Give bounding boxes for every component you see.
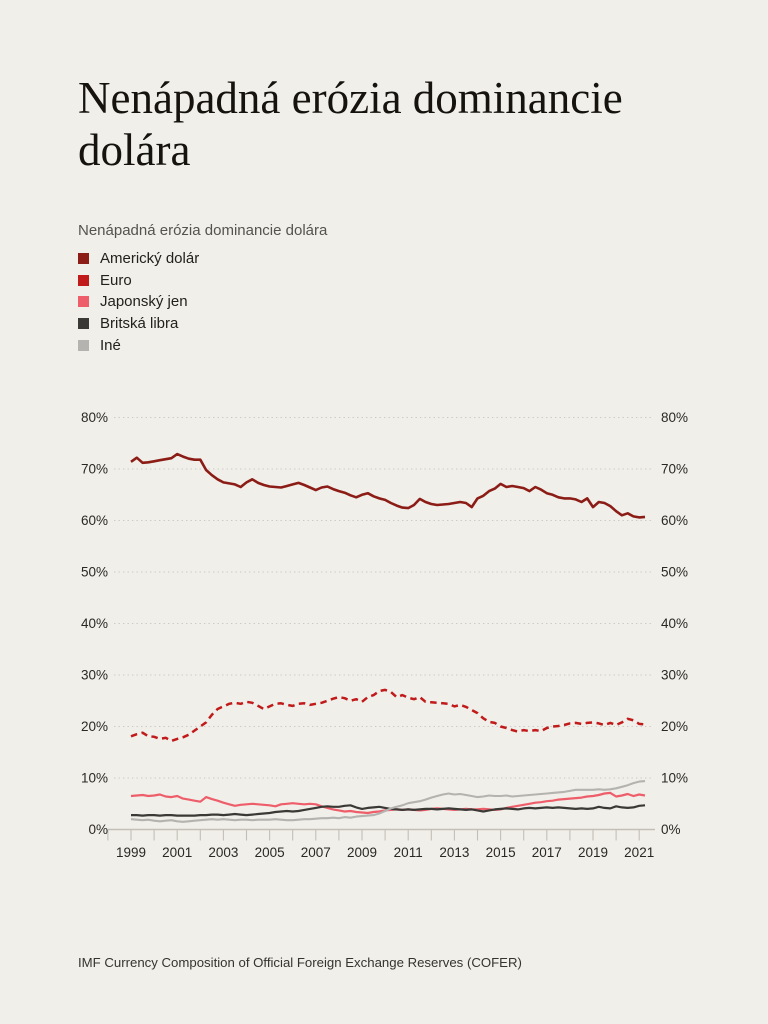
legend-item-eur: Euro: [78, 270, 327, 292]
legend-item-gbp: Britská libra: [78, 313, 327, 335]
legend-items: Americký dolár Euro Japonský jen Britská li…: [78, 248, 327, 356]
x-axis: [107, 828, 655, 841]
x-label-2001: 2001: [162, 845, 192, 860]
legend-label-usd: Americký dolár: [100, 250, 200, 268]
y-label-left-80: 80%: [81, 410, 108, 425]
y-label-right-60: 60%: [661, 513, 688, 528]
y-label-left-10: 10%: [81, 771, 108, 786]
x-label-2011: 2011: [394, 845, 423, 860]
x-label-2009: 2009: [347, 845, 377, 860]
y-label-left-40: 40%: [81, 616, 108, 631]
x-label-2005: 2005: [255, 845, 285, 860]
x-label-2007: 2007: [301, 845, 331, 860]
x-axis-labels: 1999 2001 2003 2005 2007 2009 2011 2013 2015 2017…: [116, 845, 654, 860]
y-label-left-30: 30%: [81, 668, 108, 683]
y-axis-labels: 0% 0% 10% 10% 20% 20% 30% 30% 40% 40% 50% 50% 60% 60%…: [81, 410, 688, 837]
legend-item-usd: Americký dolár: [78, 248, 327, 270]
y-label-right-40: 40%: [661, 616, 688, 631]
x-label-2003: 2003: [208, 845, 238, 860]
y-label-left-50: 50%: [81, 565, 108, 580]
gridlines: [114, 416, 653, 779]
y-label-right-30: 30%: [661, 668, 688, 683]
chart-legend: Nenápadná erózia dominancie dolára Ameri…: [78, 222, 327, 356]
series-lines: [130, 452, 646, 823]
legend-swatch-jpy: [78, 296, 89, 308]
legend-item-jpy: Japonský jen: [78, 291, 327, 313]
x-label-2021: 2021: [624, 845, 654, 860]
legend-swatch-other: [78, 339, 89, 351]
source-note: IMF Currency Composition of Official For…: [78, 955, 522, 971]
legend-label-gbp: Britská libra: [100, 315, 179, 333]
y-label-right-0: 0%: [661, 822, 681, 837]
legend-swatch-gbp: [78, 318, 89, 330]
y-label-right-20: 20%: [661, 719, 688, 734]
legend-title: Nenápadná erózia dominancie dolára: [78, 222, 328, 239]
y-label-right-70: 70%: [661, 462, 688, 477]
legend-label-jpy: Japonský jen: [100, 293, 188, 311]
line-eur: [130, 688, 646, 743]
x-label-1999: 1999: [116, 845, 146, 860]
x-label-2015: 2015: [486, 845, 516, 860]
x-label-2017: 2017: [532, 845, 562, 860]
legend-swatch-eur: [78, 274, 89, 286]
x-label-2013: 2013: [439, 845, 469, 860]
legend-item-other: Iné: [78, 334, 327, 356]
legend-label-eur: Euro: [100, 271, 132, 289]
y-label-right-50: 50%: [661, 565, 688, 580]
line-other: [130, 780, 646, 823]
y-label-left-0: 0%: [88, 822, 108, 837]
line-gbp: [131, 804, 646, 817]
legend-label-other: Iné: [100, 336, 121, 354]
y-label-left-70: 70%: [81, 462, 108, 477]
y-label-left-60: 60%: [81, 513, 108, 528]
y-label-right-10: 10%: [661, 771, 688, 786]
y-label-left-20: 20%: [81, 719, 108, 734]
x-label-2019: 2019: [578, 845, 608, 860]
y-label-right-80: 80%: [661, 410, 688, 425]
line-usd: [130, 452, 646, 519]
legend-swatch-usd: [78, 253, 89, 265]
page-title: Nenápadná erózia dominancie dolára: [78, 73, 623, 175]
